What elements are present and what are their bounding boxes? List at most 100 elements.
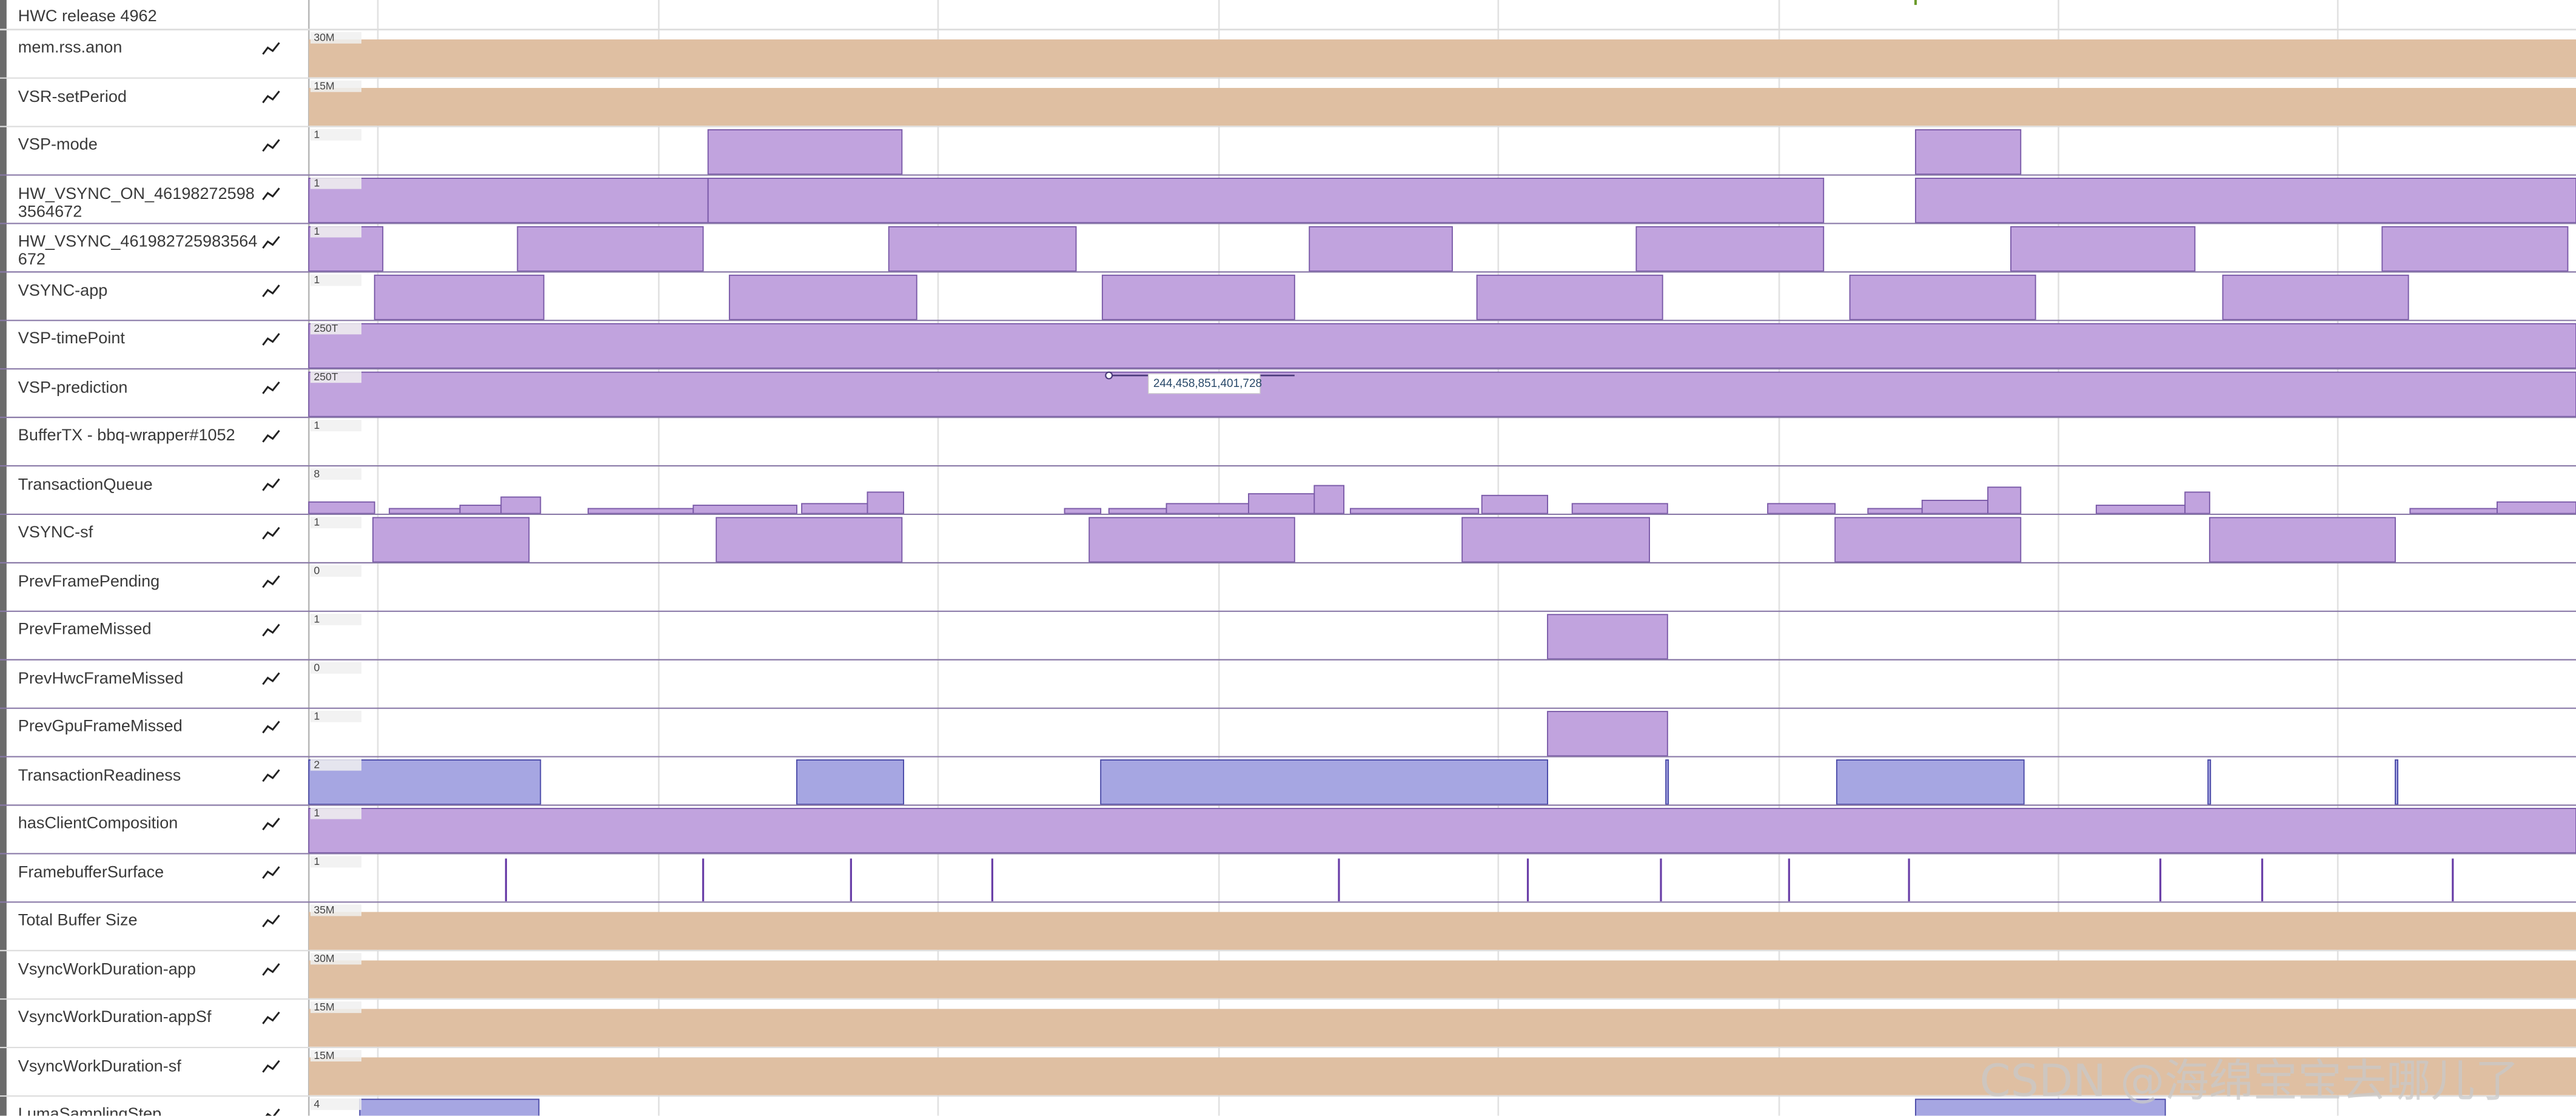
scale-box bbox=[310, 177, 362, 189]
track-name: VSYNC-sf bbox=[18, 524, 93, 543]
scale-box bbox=[310, 807, 362, 819]
scale-box bbox=[310, 274, 362, 286]
scale-box bbox=[310, 420, 362, 432]
counter-area bbox=[1313, 485, 1345, 514]
counter-area bbox=[1914, 1098, 2166, 1116]
scale-box bbox=[310, 613, 362, 625]
counter-area bbox=[309, 39, 2576, 78]
counter-area bbox=[309, 912, 2576, 950]
counter-area bbox=[867, 491, 904, 514]
counter-area bbox=[801, 503, 868, 514]
counter-area bbox=[1309, 226, 1453, 272]
counter-area bbox=[309, 87, 2576, 126]
counter-area bbox=[1476, 274, 1663, 320]
chart-icon bbox=[262, 429, 280, 443]
track-name: hasClientComposition bbox=[18, 815, 178, 833]
counter-area bbox=[1836, 759, 2025, 805]
track-name: VsyncWorkDuration-app bbox=[18, 960, 196, 979]
counter-area bbox=[1108, 508, 1167, 514]
chart-icon bbox=[262, 284, 280, 297]
chart-icon bbox=[262, 721, 280, 734]
counter-area bbox=[309, 1009, 2576, 1047]
counter-area bbox=[459, 505, 502, 514]
tooltip-box bbox=[1148, 373, 1261, 394]
counter-area bbox=[1064, 508, 1102, 514]
scale-label: 30M bbox=[314, 952, 334, 964]
chart-icon bbox=[262, 478, 280, 491]
track-name: VsyncWorkDuration-appSf bbox=[18, 1009, 212, 1027]
counter-area bbox=[2381, 226, 2569, 272]
counter-area bbox=[1914, 177, 2576, 224]
track-name: PrevHwcFrameMissed bbox=[18, 669, 184, 688]
track-name: VSP-mode bbox=[18, 136, 98, 155]
track-name: BufferTX - bbq-wrapper#1052 bbox=[18, 427, 235, 446]
chart-icon bbox=[262, 90, 280, 104]
track-name: VSP-timePoint bbox=[18, 330, 125, 349]
counter-area bbox=[2395, 759, 2398, 805]
counter-area bbox=[2497, 501, 2576, 514]
track-name: TransactionReadiness bbox=[18, 766, 181, 785]
counter-area bbox=[2184, 491, 2210, 514]
scale-box bbox=[310, 1098, 362, 1111]
chart-icon bbox=[262, 1011, 280, 1024]
track-name: VsyncWorkDuration-sf bbox=[18, 1057, 181, 1076]
scale-box bbox=[310, 856, 362, 868]
counter-area bbox=[1481, 494, 1548, 514]
scale-label: 1 bbox=[314, 419, 320, 431]
counter-area bbox=[2209, 517, 2396, 563]
counter-area bbox=[888, 226, 1077, 272]
track-name: HW_VSYNC_461982725983564672 bbox=[18, 233, 258, 270]
counter-area bbox=[1101, 274, 1295, 320]
chart-icon bbox=[262, 963, 280, 976]
scale-box bbox=[310, 371, 362, 383]
counter-area bbox=[1867, 508, 1923, 514]
track-panel bbox=[0, 0, 309, 1116]
chart-icon bbox=[262, 672, 280, 685]
scale-box bbox=[310, 1001, 362, 1013]
scale-label: 8 bbox=[314, 468, 320, 480]
panel-edge bbox=[0, 0, 7, 1116]
counter-area bbox=[500, 496, 542, 514]
scale-label: 0 bbox=[314, 565, 320, 577]
counter-area bbox=[1248, 493, 1315, 514]
track-name: LumaSamplingStep bbox=[18, 1106, 162, 1116]
track-name: FramebufferSurface bbox=[18, 863, 164, 882]
counter-area bbox=[389, 508, 461, 514]
scale-label: 30M bbox=[314, 32, 334, 44]
chart-icon bbox=[262, 624, 280, 637]
chart-icon bbox=[262, 333, 280, 346]
scale-label: 250T bbox=[314, 322, 338, 334]
scale-label: 1 bbox=[314, 855, 320, 867]
chart-icon bbox=[262, 818, 280, 831]
scale-box bbox=[310, 80, 362, 92]
scale-box bbox=[310, 226, 362, 238]
chart-icon bbox=[262, 526, 280, 540]
counter-area bbox=[1635, 226, 1825, 272]
tooltip-text: 244,458,851,401,728 bbox=[1153, 377, 1262, 390]
counter-area bbox=[1547, 711, 1668, 757]
scale-label: 1 bbox=[314, 516, 320, 528]
chart-icon bbox=[262, 42, 280, 55]
track-name: Total Buffer Size bbox=[18, 912, 138, 930]
counter-area bbox=[308, 177, 709, 224]
track-name: TransactionQueue bbox=[18, 476, 153, 494]
hover-point bbox=[1105, 371, 1113, 380]
counter-area bbox=[1547, 614, 1668, 660]
chart-icon bbox=[262, 769, 280, 782]
counter-area bbox=[359, 1098, 540, 1116]
counter-area bbox=[2222, 274, 2409, 320]
counter-area bbox=[309, 960, 2576, 998]
scale-box bbox=[310, 565, 362, 577]
scale-box bbox=[310, 904, 362, 916]
scale-box bbox=[310, 953, 362, 965]
scale-label: 1 bbox=[314, 128, 320, 140]
scale-label: 1 bbox=[314, 613, 320, 625]
counter-area bbox=[308, 371, 2576, 417]
counter-area bbox=[2409, 508, 2498, 514]
scale-label: 15M bbox=[314, 79, 334, 92]
scale-label: 1 bbox=[314, 710, 320, 722]
track-name: HW_VSYNC_ON_461982725983564672 bbox=[18, 184, 255, 221]
counter-area bbox=[2207, 759, 2212, 805]
